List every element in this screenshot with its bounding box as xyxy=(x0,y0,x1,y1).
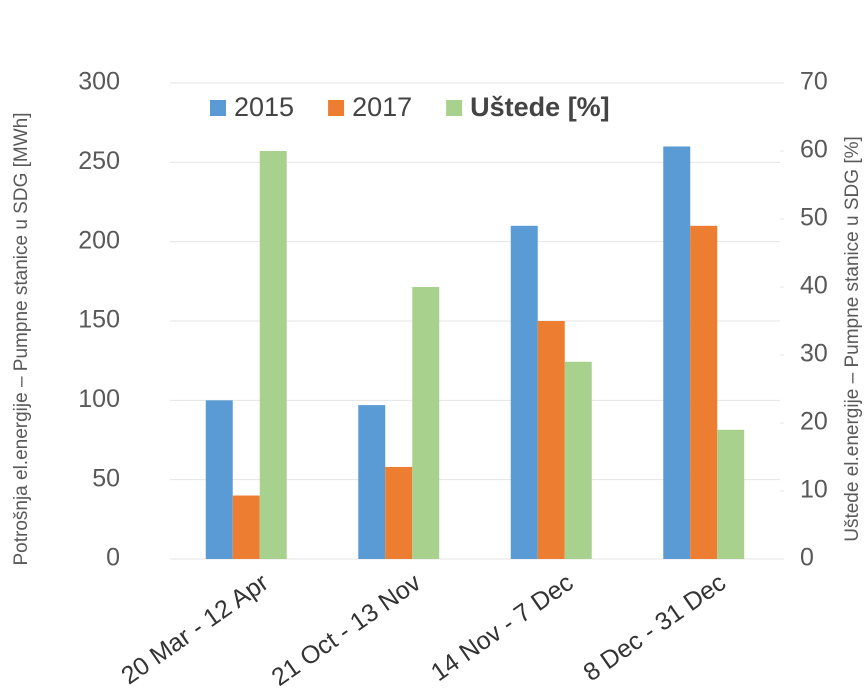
legend-swatch xyxy=(210,100,226,116)
bar xyxy=(690,225,718,560)
y2-tick-label: 20 xyxy=(800,408,828,436)
bar xyxy=(564,361,592,559)
y-tick-label: 150 xyxy=(78,306,120,334)
x-tick-label: 8 Dec - 31 Dec xyxy=(578,568,731,687)
bar xyxy=(510,225,538,560)
x-tick-label: 14 Nov - 7 Dec xyxy=(426,568,579,687)
bar xyxy=(412,287,440,559)
y-tick-label: 100 xyxy=(78,385,120,413)
y2-axis-title: Uštede el.energije – Pumpne stanice u SD… xyxy=(842,136,863,542)
y2-tick-label: 0 xyxy=(800,544,814,572)
legend-label: 2015 xyxy=(234,92,294,122)
legend-label: Uštede [%] xyxy=(470,92,610,122)
bar xyxy=(358,405,386,559)
y2-tick-label: 30 xyxy=(800,340,828,368)
bar xyxy=(259,151,287,559)
legend-swatch xyxy=(328,100,345,116)
y-tick-label: 0 xyxy=(106,544,120,572)
y2-tick-label: 10 xyxy=(800,476,828,504)
y2-tick-label: 60 xyxy=(800,136,828,164)
legend-label: 2017 xyxy=(352,92,412,122)
bar xyxy=(537,321,565,559)
bar xyxy=(232,495,260,559)
bar xyxy=(717,429,745,559)
bar xyxy=(205,400,233,559)
x-tick-label: 21 Oct - 13 Nov xyxy=(267,568,427,692)
y2-tick-label: 50 xyxy=(800,204,828,232)
bar xyxy=(663,146,691,559)
bar xyxy=(385,466,413,559)
y-tick-label: 50 xyxy=(92,464,120,492)
y-axis-title: Potrošnja el.energije – Pumpne stanice u… xyxy=(11,112,32,565)
y-tick-label: 200 xyxy=(78,226,120,254)
y2-tick-label: 70 xyxy=(800,68,828,96)
legend-swatch xyxy=(446,100,463,116)
y2-tick-label: 40 xyxy=(800,272,828,300)
y-tick-label: 300 xyxy=(78,68,120,96)
x-tick-label: 20 Mar - 12 Apr xyxy=(116,568,273,690)
y-tick-label: 250 xyxy=(78,147,120,175)
